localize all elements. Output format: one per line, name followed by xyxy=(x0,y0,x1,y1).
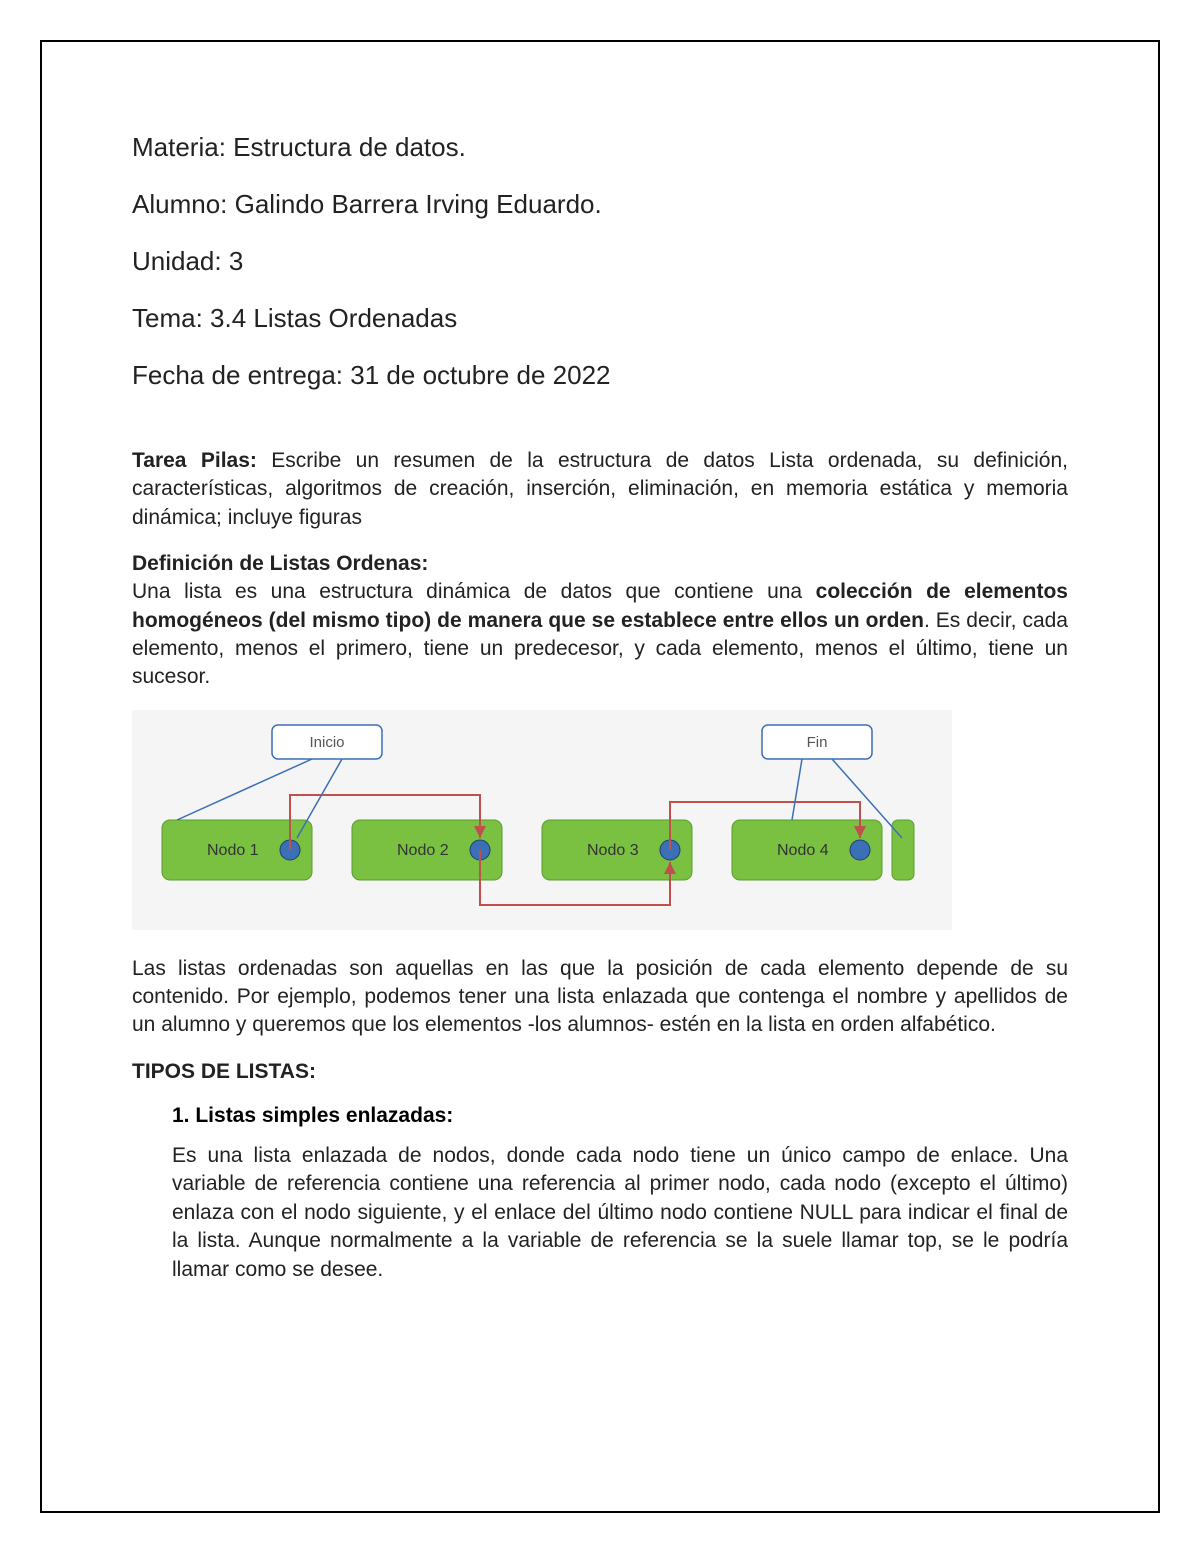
header-materia: Materia: Estructura de datos. xyxy=(132,132,1068,163)
svg-text:Nodo 2: Nodo 2 xyxy=(397,842,449,859)
tipos-item1-body: Es una lista enlazada de nodos, donde ca… xyxy=(172,1142,1068,1284)
page: Materia: Estructura de datos. Alumno: Ga… xyxy=(0,0,1200,1553)
header-alumno: Alumno: Galindo Barrera Irving Eduardo. xyxy=(132,189,1068,220)
tipos-item1-title: 1. Listas simples enlazadas: xyxy=(172,1104,1068,1128)
page-frame: Materia: Estructura de datos. Alumno: Ga… xyxy=(40,40,1160,1513)
svg-text:Nodo 1: Nodo 1 xyxy=(207,842,259,859)
definicion-title: Definición de Listas Ordenas: xyxy=(132,552,428,575)
tema-value: 3.4 Listas Ordenadas xyxy=(210,303,457,333)
tipos-title: TIPOS DE LISTAS: xyxy=(132,1058,1068,1086)
header-tema: Tema: 3.4 Listas Ordenadas xyxy=(132,303,1068,334)
materia-value: Estructura de datos. xyxy=(233,132,466,162)
fecha-label: Fecha de entrega: xyxy=(132,360,343,390)
tarea-text: Escribe un resumen de la estructura de d… xyxy=(132,449,1068,529)
materia-label: Materia: xyxy=(132,132,226,162)
unidad-label: Unidad: xyxy=(132,246,222,276)
ordenadas-paragraph: Las listas ordenadas son aquellas en las… xyxy=(132,955,1068,1040)
tarea-paragraph: Tarea Pilas: Escribe un resumen de la es… xyxy=(132,447,1068,532)
svg-text:Nodo 3: Nodo 3 xyxy=(587,842,639,859)
diagram-svg: Nodo 1 Nodo 2 Nodo 3 Nodo 4 Inicio Fin xyxy=(132,710,952,930)
fecha-value: 31 de octubre de 2022 xyxy=(350,360,610,390)
svg-text:Nodo 4: Nodo 4 xyxy=(777,842,829,859)
definicion-paragraph: Definición de Listas Ordenas: Una lista … xyxy=(132,550,1068,692)
definicion-pre: Una lista es una estructura dinámica de … xyxy=(132,580,816,603)
tema-label: Tema: xyxy=(132,303,203,333)
alumno-label: Alumno: xyxy=(132,189,227,219)
linked-list-diagram: Nodo 1 Nodo 2 Nodo 3 Nodo 4 Inicio Fin xyxy=(132,710,1068,935)
header-fecha: Fecha de entrega: 31 de octubre de 2022 xyxy=(132,360,1068,391)
unidad-value: 3 xyxy=(229,246,243,276)
svg-text:Inicio: Inicio xyxy=(309,734,344,751)
alumno-value: Galindo Barrera Irving Eduardo. xyxy=(235,189,602,219)
tarea-label: Tarea Pilas: xyxy=(132,449,257,472)
svg-text:Fin: Fin xyxy=(807,734,828,751)
header-unidad: Unidad: 3 xyxy=(132,246,1068,277)
tipos-list: 1. Listas simples enlazadas: Es una list… xyxy=(132,1104,1068,1284)
